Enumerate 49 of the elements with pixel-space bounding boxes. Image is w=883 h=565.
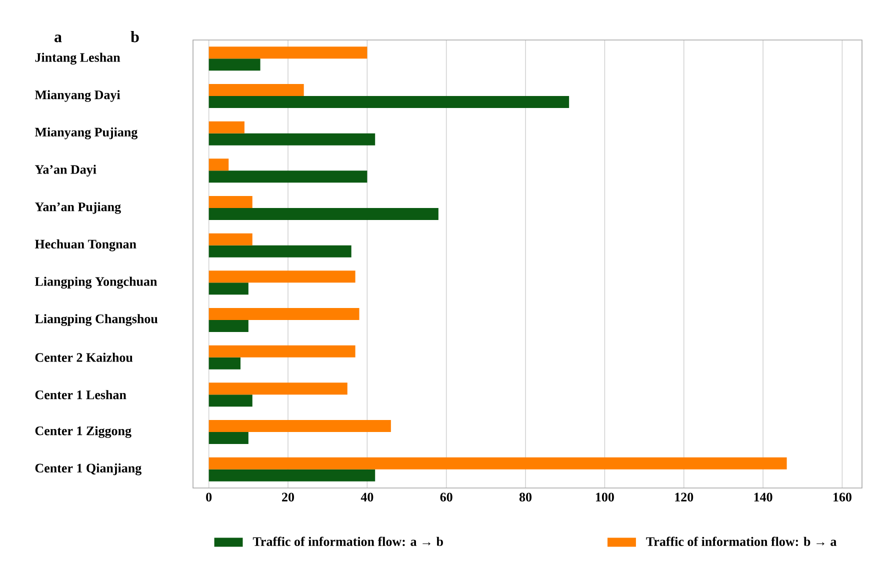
y-tick-label: Center 1 Leshan [35,390,126,400]
x-tick-label: 60 [440,492,452,502]
text: b [130,30,139,42]
bar [208,58,260,71]
bar [208,270,356,283]
bar [208,133,376,146]
legend-label: Traffic of information flow: b → a [646,536,837,546]
legend-label: Traffic of information flow: a → b [252,536,443,546]
text: a [54,34,62,42]
bar [208,245,352,258]
bar [208,196,252,208]
bar [208,46,368,59]
bar [208,320,248,332]
y-tick-label: Mianyang Pujiang [34,127,138,140]
bar [208,121,244,134]
x-tick-label: 40 [360,492,374,502]
bar [208,432,248,444]
bar [208,84,304,96]
x-tick-label: 100 [596,492,614,502]
y-tick-label: Jintang Leshan [35,52,120,65]
bar [208,345,356,358]
bar [208,420,391,432]
y-tick-label: Center 2 Kaizhou [35,352,133,362]
bar [208,469,376,482]
bar [208,170,368,183]
bar [208,457,787,470]
y-tick-label: Center 1 Ziggong [35,426,132,438]
x-tick-label: 160 [833,492,852,502]
y-tick-label: Ya’an Dayi [34,164,96,177]
x-tick-label: 80 [519,492,532,502]
bar [208,394,252,407]
bar [208,208,438,220]
y-tick-label: Liangping Changshou [34,314,158,326]
y-tick-label: Hechuan Tongnan [34,239,136,252]
x-tick-label: 120 [675,492,694,502]
x-tick-label: 140 [754,492,772,502]
bar [208,282,248,295]
bar [208,382,348,395]
bar [208,96,570,108]
y-tick-label: Yan’an Pujiang [34,202,121,214]
x-tick-label: 0 [206,492,212,502]
y-tick-label: Center 1 Qianjiang [35,463,142,476]
y-tick-label: Mianyang Dayi [34,90,120,102]
x-tick-label: 20 [282,492,294,502]
bar [208,158,229,171]
bar [208,233,252,246]
y-tick-label: Liangping Yongchuan [34,276,158,289]
bar [208,357,241,370]
bar [208,308,360,320]
